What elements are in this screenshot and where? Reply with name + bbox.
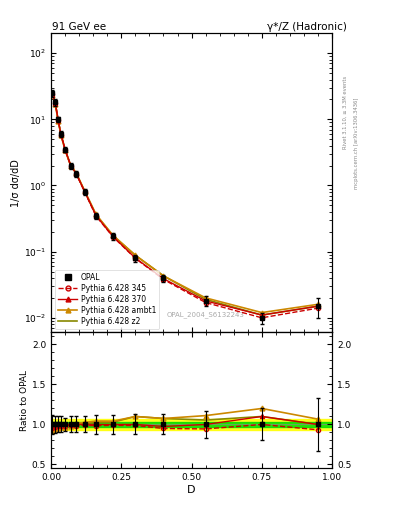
Text: Rivet 3.1.10, ≥ 3.3M events: Rivet 3.1.10, ≥ 3.3M events bbox=[343, 76, 348, 150]
Text: OPAL_2004_S6132243: OPAL_2004_S6132243 bbox=[167, 311, 244, 317]
Y-axis label: Ratio to OPAL: Ratio to OPAL bbox=[20, 370, 29, 431]
Text: 91 GeV ee: 91 GeV ee bbox=[51, 22, 106, 32]
Text: mcplots.cern.ch [arXiv:1306.3436]: mcplots.cern.ch [arXiv:1306.3436] bbox=[354, 98, 359, 189]
X-axis label: D: D bbox=[187, 485, 196, 495]
Legend: OPAL, Pythia 6.428 345, Pythia 6.428 370, Pythia 6.428 ambt1, Pythia 6.428 z2: OPAL, Pythia 6.428 345, Pythia 6.428 370… bbox=[55, 270, 159, 329]
Y-axis label: 1/σ dσ/dD: 1/σ dσ/dD bbox=[11, 159, 21, 207]
Text: γ*/Z (Hadronic): γ*/Z (Hadronic) bbox=[266, 22, 347, 32]
